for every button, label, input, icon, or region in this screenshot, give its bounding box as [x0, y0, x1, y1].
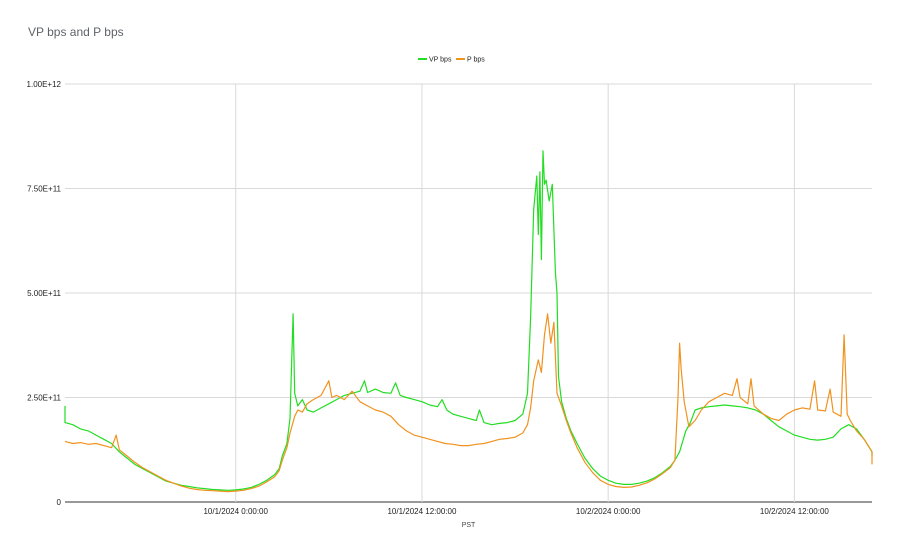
x-axis-title: PST [462, 522, 476, 529]
series-layer [64, 150, 873, 493]
x-tick-label: 10/2/2024 0:00:00 [576, 507, 641, 516]
series-line-p-bps [64, 313, 873, 493]
legend: VP bps P bps [418, 57, 485, 64]
legend-item: VP bps [418, 57, 452, 64]
x-tick-label: 10/1/2024 0:00:00 [203, 507, 268, 516]
y-tick-label: 7.50E+11 [27, 185, 61, 194]
y-tick-label: 1.00E+12 [27, 80, 62, 89]
grid-layer [65, 83, 872, 503]
axis-layer: 0 2.50E+11 5.00E+11 7.50E+11 1.00E+12 10/1/20… [27, 80, 830, 529]
legend-item: P bps [456, 57, 485, 64]
legend-label: VP bps [429, 57, 452, 64]
y-tick-label: 2.50E+11 [27, 394, 61, 403]
y-tick-label: 5.00E+11 [27, 289, 61, 298]
x-tick-label: 10/2/2024 12:00:00 [760, 507, 830, 516]
legend-label: P bps [467, 57, 485, 64]
chart-title: VP bps and P bps [28, 25, 124, 39]
series-line-vp-bps [64, 150, 873, 491]
y-tick-label: 0 [57, 498, 62, 507]
x-tick-label: 10/1/2024 12:00:00 [387, 507, 457, 516]
